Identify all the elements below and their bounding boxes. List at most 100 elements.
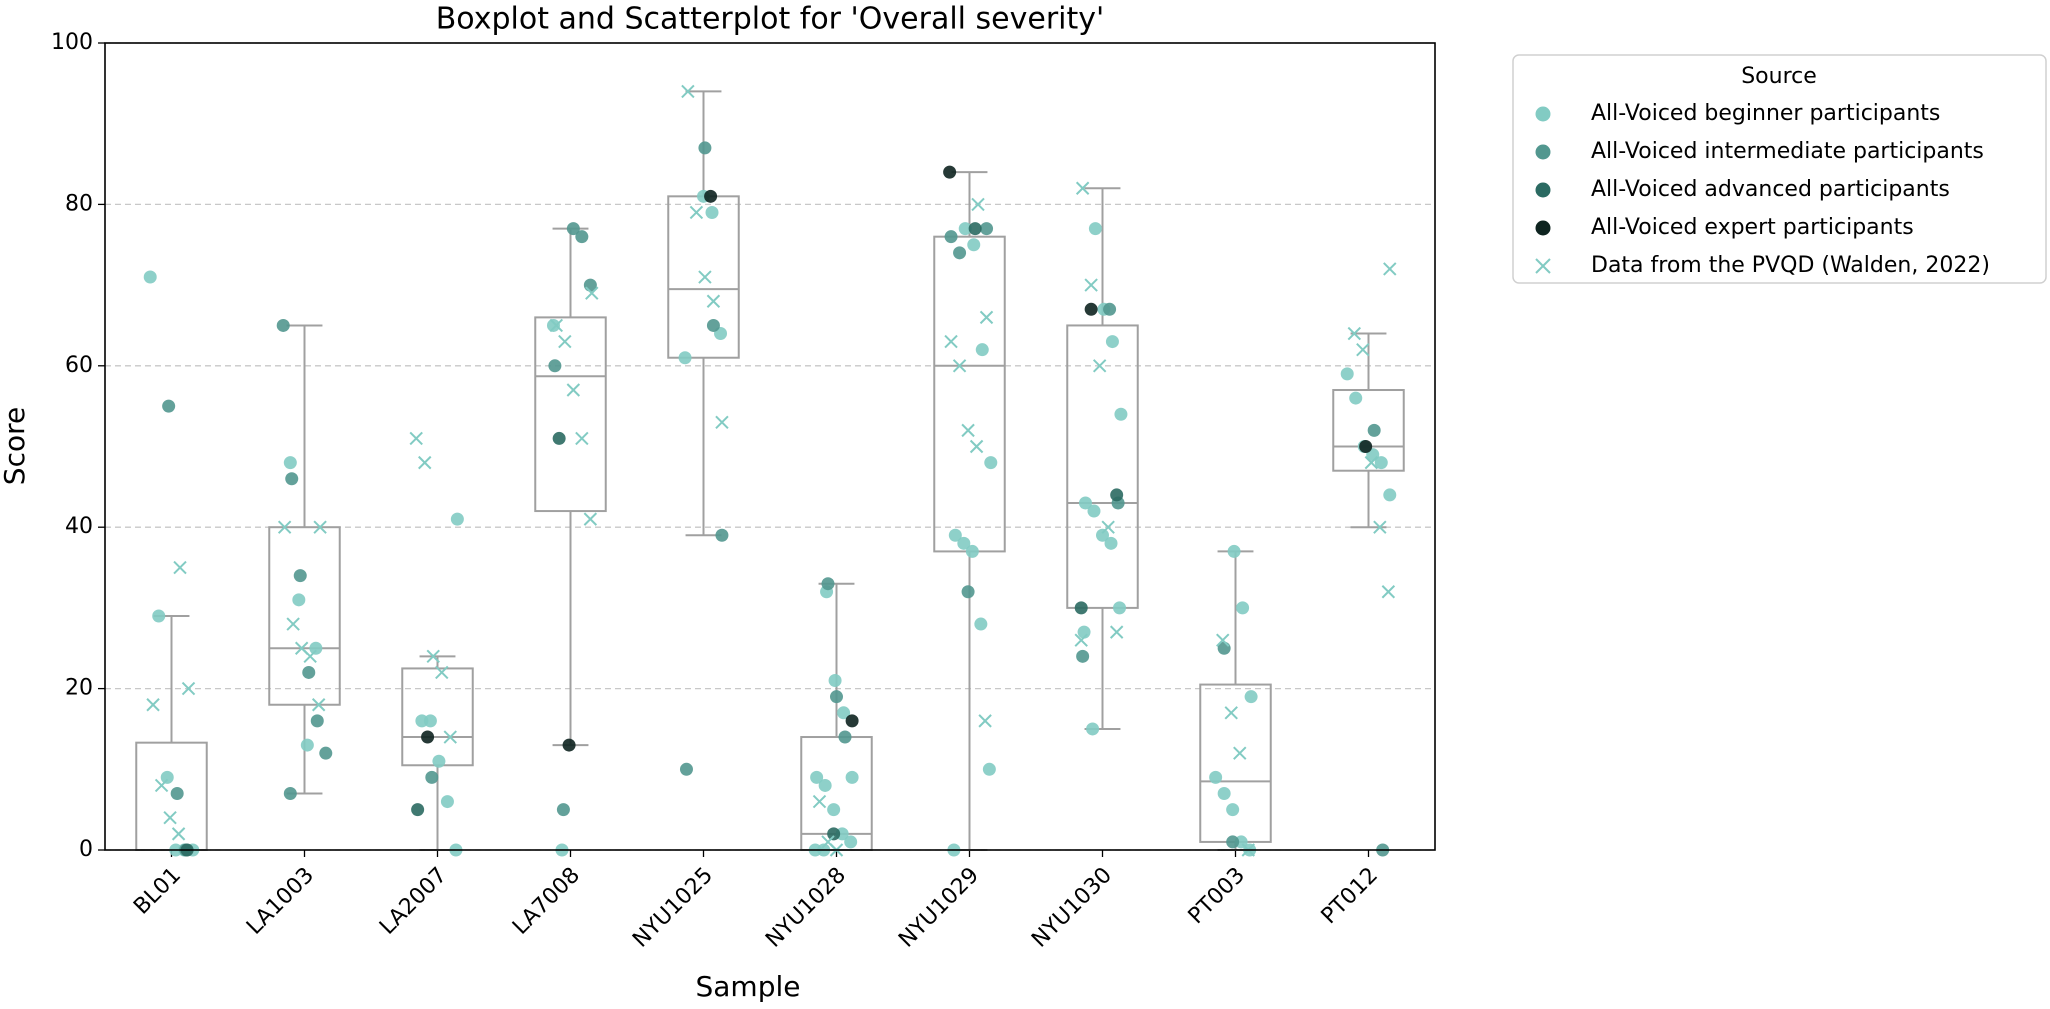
point <box>1236 601 1250 615</box>
point <box>828 674 842 688</box>
point-stroke <box>575 431 589 446</box>
point-stroke <box>418 455 432 470</box>
x-tick-label: PT003 <box>1184 863 1250 929</box>
legend-marker-stroke <box>1535 258 1551 274</box>
point-stroke <box>277 520 292 534</box>
point <box>440 795 454 809</box>
point <box>953 246 967 260</box>
point <box>1096 528 1109 542</box>
legend-box <box>1512 54 2047 284</box>
x-axis-label: Sample <box>696 970 801 1003</box>
point <box>818 778 832 792</box>
point-stroke <box>812 794 827 809</box>
point <box>548 359 562 373</box>
point <box>1104 536 1118 550</box>
point <box>1105 335 1119 349</box>
point <box>971 197 985 212</box>
point <box>303 649 317 664</box>
point-stroke <box>706 294 721 308</box>
point <box>1074 601 1088 615</box>
x-tick-label: BL01 <box>129 863 186 920</box>
point <box>1374 456 1388 470</box>
point-stroke <box>715 415 729 429</box>
point <box>575 230 589 244</box>
point <box>968 222 982 236</box>
point <box>283 787 297 801</box>
point <box>1086 722 1100 736</box>
point <box>152 609 166 623</box>
point <box>1114 407 1128 421</box>
point <box>1088 222 1102 236</box>
point-stroke <box>294 641 309 655</box>
point <box>549 318 564 333</box>
point-stroke <box>1109 625 1124 639</box>
point <box>277 520 292 534</box>
point <box>546 318 560 332</box>
point-stroke <box>1364 455 1379 470</box>
point <box>1084 302 1098 316</box>
legend-marker <box>1535 258 1551 274</box>
point <box>1383 488 1397 502</box>
point-stroke <box>303 649 317 664</box>
point-stroke <box>146 698 160 712</box>
point-stroke <box>181 681 196 696</box>
point-stroke <box>409 431 423 446</box>
point <box>706 318 720 332</box>
point <box>1373 520 1387 534</box>
point-stroke <box>1233 746 1247 760</box>
point <box>679 762 693 776</box>
point <box>980 222 994 236</box>
point <box>689 205 704 220</box>
point-stroke <box>426 649 440 664</box>
y-tick-label: 80 <box>65 191 93 216</box>
point <box>443 730 457 744</box>
point <box>943 165 957 179</box>
point <box>319 746 333 760</box>
point-stroke <box>979 310 994 325</box>
point <box>170 787 184 801</box>
y-tick-label: 60 <box>65 353 93 378</box>
point-stroke <box>1101 520 1115 534</box>
point <box>1226 803 1240 817</box>
point <box>1076 649 1090 663</box>
point <box>984 456 998 470</box>
point <box>311 698 326 712</box>
point <box>276 318 290 332</box>
point-stroke <box>1074 633 1088 647</box>
y-axis-label: Score <box>0 407 31 485</box>
point <box>698 270 712 284</box>
point <box>979 310 994 325</box>
legend-marker <box>1535 106 1551 122</box>
point <box>313 520 327 534</box>
box <box>667 195 740 359</box>
point <box>1356 342 1370 357</box>
point-stroke <box>1092 359 1107 373</box>
point <box>827 803 841 817</box>
point <box>948 528 962 542</box>
point <box>1078 496 1092 510</box>
point <box>944 230 958 244</box>
point <box>302 665 316 679</box>
point <box>285 472 299 486</box>
point <box>421 730 435 744</box>
point-stroke <box>1356 342 1370 357</box>
x-tick-label: NYU1030 <box>1027 863 1117 953</box>
x-tick-label: NYU1025 <box>628 863 718 953</box>
point-stroke <box>978 714 992 728</box>
point <box>1364 455 1379 470</box>
point <box>1367 423 1381 437</box>
point <box>566 383 581 397</box>
point <box>838 730 852 744</box>
point <box>810 770 824 784</box>
point <box>1349 391 1363 405</box>
point <box>715 415 729 429</box>
point-stroke <box>1373 520 1387 534</box>
box <box>268 526 341 706</box>
legend-label: Data from the PVQD (Walden, 2022) <box>1591 253 1990 278</box>
point <box>300 738 314 752</box>
point <box>1216 633 1230 647</box>
point <box>1224 706 1238 720</box>
box <box>534 316 607 513</box>
point <box>1347 326 1362 341</box>
